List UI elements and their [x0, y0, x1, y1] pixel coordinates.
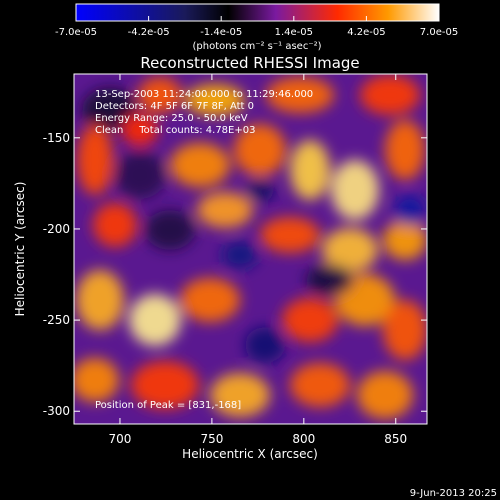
x-tick-label: 850	[384, 432, 407, 446]
x-axis-label: Heliocentric X (arcsec)	[182, 447, 318, 461]
y-tick-label: -200	[43, 222, 70, 236]
heatmap-image	[74, 74, 427, 424]
annotation-clean-counts: Clean Total counts: 4.78E+03	[95, 125, 255, 136]
x-tick-label: 800	[292, 432, 315, 446]
colorbar-tick-label: 4.2e-05	[347, 27, 385, 38]
heatmap-blob	[114, 151, 166, 199]
heatmap-blob	[357, 371, 413, 419]
y-axis-ticks: -150 -200 -250 -300	[43, 131, 427, 418]
colorbar-tick-label: 1.4e-05	[275, 27, 313, 38]
heatmap-blob	[129, 294, 181, 346]
heatmap-blob	[306, 264, 354, 296]
heatmap-blob	[394, 194, 426, 226]
colorbar-tick-label: -1.4e-05	[200, 27, 242, 38]
colorbar-units: (photons cm⁻² s⁻¹ asec⁻²)	[192, 41, 321, 52]
chart-title: Reconstructed RHESSI Image	[140, 54, 359, 72]
heatmap-blob	[246, 178, 274, 202]
annotation-energy-range: Energy Range: 25.0 - 50.0 keV	[95, 113, 248, 124]
heatmap-blob	[82, 88, 138, 132]
heatmap-blob	[234, 124, 286, 176]
heatmap-blob	[74, 358, 119, 402]
colorbar-tick-label: 7.0e-05	[420, 27, 458, 38]
heatmap-blob	[180, 278, 240, 322]
heatmap-blob	[322, 228, 378, 272]
heatmap-blob	[138, 77, 182, 113]
heatmap-blob	[197, 192, 253, 228]
heatmap-blob	[76, 270, 124, 330]
heatmap-blob	[210, 373, 270, 417]
heatmap-blob	[222, 241, 258, 269]
colorbar-tick-label: -7.0e-05	[55, 27, 97, 38]
footer-timestamp: 9-Jun-2013 20:25	[410, 488, 497, 499]
heatmap-blob	[383, 300, 427, 360]
heatmap-blob	[93, 203, 137, 247]
heatmap-blob	[282, 298, 338, 342]
heatmap-blob	[145, 210, 195, 250]
peak-position-label: Position of Peak = [831,-168]	[95, 400, 241, 411]
heatmap-blob	[77, 125, 113, 195]
colorbar-ticks: -7.0e-05 -4.2e-05 -1.4e-05 1.4e-05 4.2e-05 7.…	[55, 16, 458, 38]
heatmap-blob	[290, 363, 350, 407]
x-axis-ticks: 700 750 800 850	[109, 74, 407, 446]
y-tick-label: -150	[43, 131, 70, 145]
y-axis-label: Heliocentric Y (arcsec)	[13, 182, 27, 317]
annotation-time-range: 13-Sep-2003 11:24:00.000 to 11:29:46.000	[95, 89, 313, 100]
colorbar-tick-label: -4.2e-05	[128, 27, 170, 38]
heatmap-blob	[245, 327, 285, 363]
heatmap-blob	[290, 140, 330, 200]
heatmap-blob	[131, 361, 199, 409]
y-tick-label: -250	[43, 313, 70, 327]
annotation-detectors: Detectors: 4F 5F 6F 7F 8F, Att 0	[95, 101, 254, 112]
heatmap-blob	[360, 75, 420, 115]
heatmap-blob	[185, 84, 245, 116]
x-tick-label: 700	[109, 432, 132, 446]
heatmap-blob	[266, 77, 334, 113]
plot-frame	[73, 73, 428, 425]
y-tick-label: -300	[43, 404, 70, 418]
heatmap-blob	[122, 114, 158, 146]
colorbar	[75, 3, 440, 22]
x-tick-label: 750	[200, 432, 223, 446]
heatmap-blob	[385, 120, 425, 180]
heatmap-blob	[170, 143, 230, 187]
heatmap-blob	[383, 220, 427, 260]
heatmap-blob	[331, 160, 379, 220]
heatmap-blob	[260, 217, 320, 253]
